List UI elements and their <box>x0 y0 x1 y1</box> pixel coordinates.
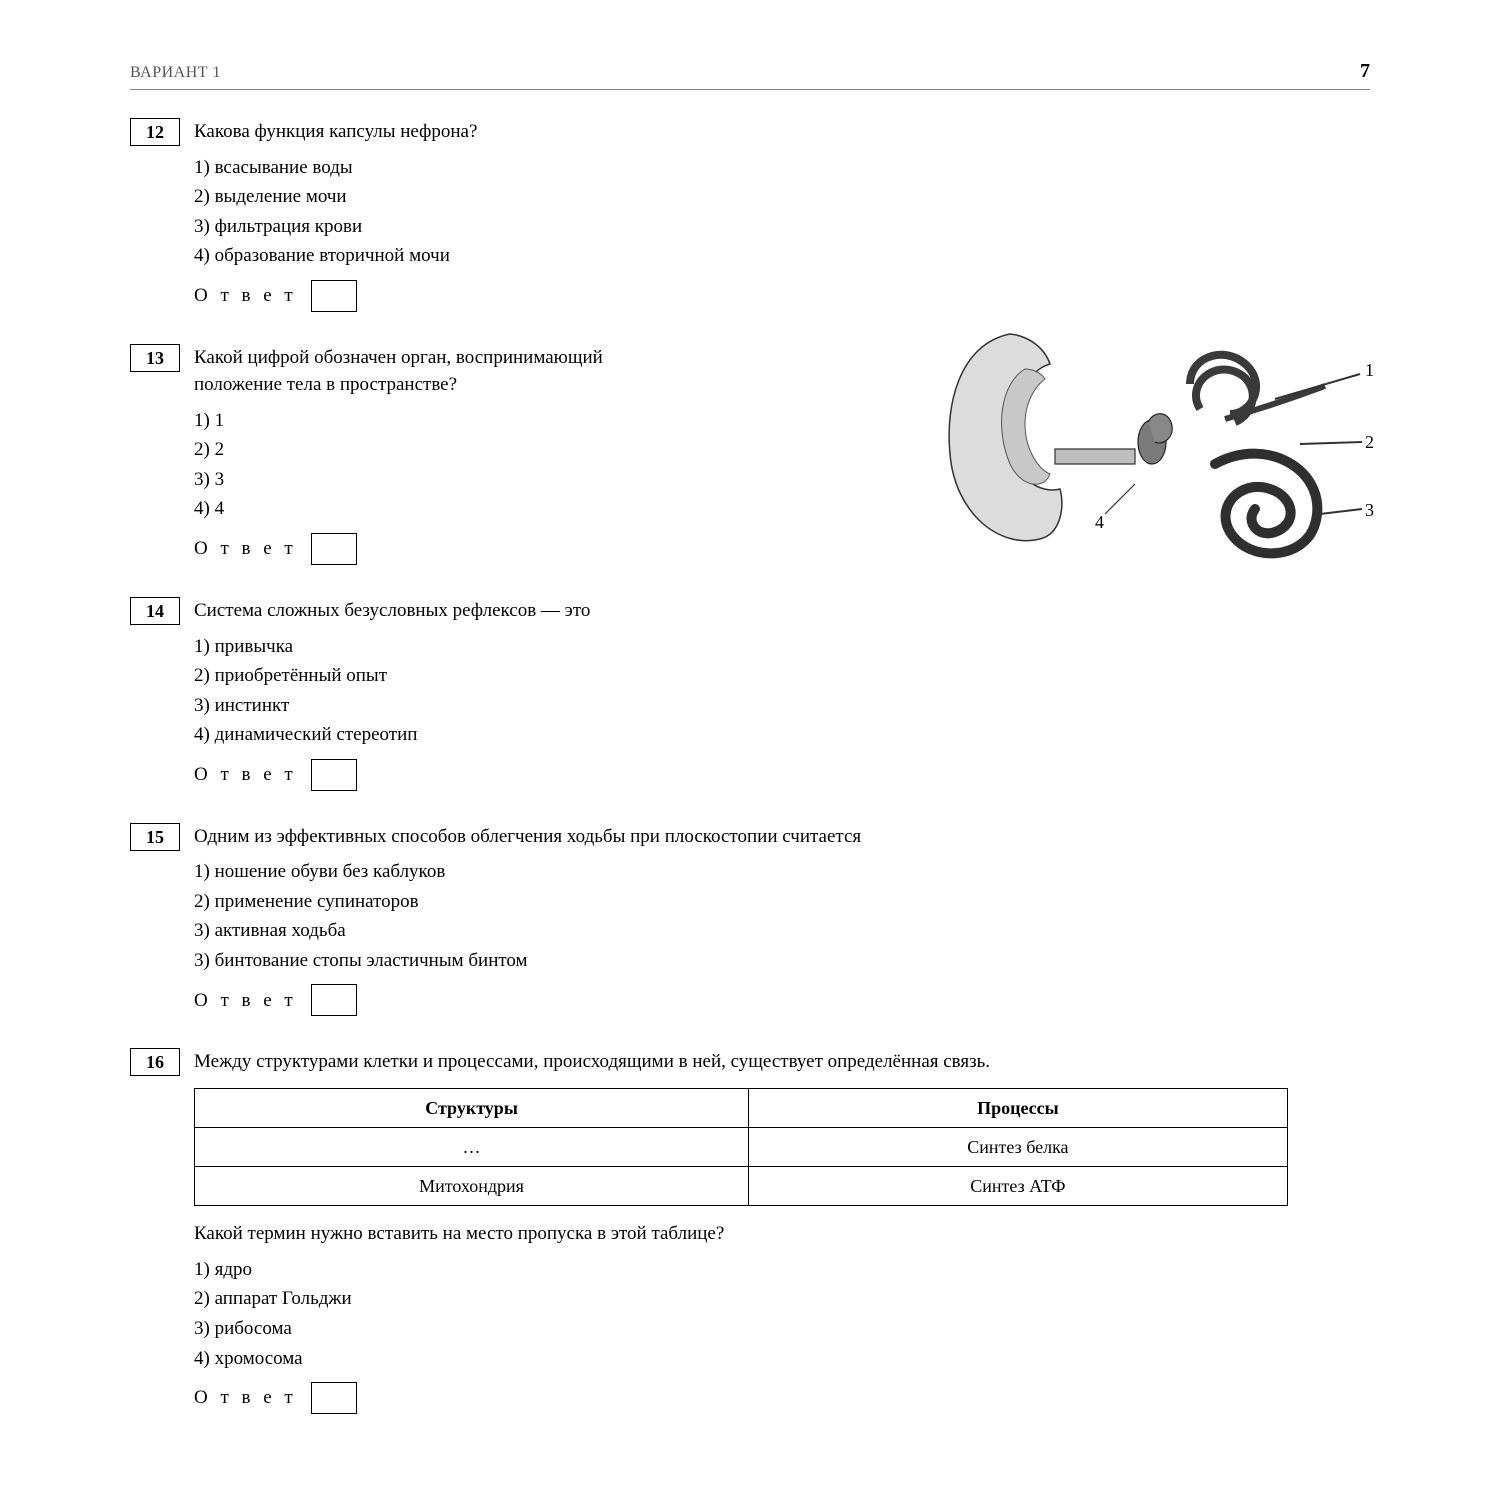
question-stem: Система сложных безусловных рефлексов — … <box>194 597 1370 625</box>
answer-input-box[interactable] <box>311 984 357 1016</box>
question-12: 12 Какова функция капсулы нефрона? 1) вс… <box>130 118 1370 312</box>
question-stem: Между структурами клетки и процессами, п… <box>194 1048 1370 1076</box>
answer-label: О т в е т <box>194 761 297 789</box>
question-stem: Одним из эффективных способов облегчения… <box>194 823 1370 851</box>
structure-table: Структуры Процессы … Синтез белка Митохо… <box>194 1088 1288 1206</box>
options-list: 1) ядро 2) аппарат Гольджи 3) рибосома 4… <box>194 1256 1370 1372</box>
variant-label: ВАРИАНТ 1 <box>130 64 221 82</box>
question-15: 15 Одним из эффективных способов облегче… <box>130 823 1370 1017</box>
option: 4) хромосома <box>194 1345 1370 1373</box>
table-header: Процессы <box>749 1089 1288 1128</box>
options-list: 1) ношение обуви без каблуков 2) примене… <box>194 858 1370 974</box>
option: 3) рибосома <box>194 1315 1370 1343</box>
answer-row: О т в е т <box>194 533 654 565</box>
option: 1) 1 <box>194 407 654 435</box>
option: 3) фильтрация крови <box>194 213 1370 241</box>
option: 3) активная ходьба <box>194 917 1370 945</box>
options-list: 1) 1 2) 2 3) 3 4) 4 <box>194 407 654 523</box>
question-16: 16 Между структурами клетки и процессами… <box>130 1048 1370 1414</box>
answer-input-box[interactable] <box>311 759 357 791</box>
figure-label-3: 3 <box>1365 500 1374 521</box>
option: 2) приобретённый опыт <box>194 662 1370 690</box>
option: 4) динамический стереотип <box>194 721 1370 749</box>
page: ВАРИАНТ 1 7 12 Какова функция капсулы не… <box>0 0 1500 1500</box>
option: 3) 3 <box>194 466 654 494</box>
question-14: 14 Система сложных безусловных рефлексов… <box>130 597 1370 791</box>
ear-diagram: 1 2 3 4 <box>930 314 1370 564</box>
question-number-box: 15 <box>130 823 180 851</box>
table-cell: Митохондрия <box>195 1167 749 1206</box>
option: 1) всасывание воды <box>194 154 1370 182</box>
answer-input-box[interactable] <box>311 533 357 565</box>
answer-row: О т в е т <box>194 280 1370 312</box>
answer-row: О т в е т <box>194 984 1370 1016</box>
answer-label: О т в е т <box>194 535 297 563</box>
question-body: Система сложных безусловных рефлексов — … <box>194 597 1370 791</box>
sub-question: Какой термин нужно вставить на место про… <box>194 1220 1370 1248</box>
figure-label-4: 4 <box>1095 512 1104 533</box>
question-body: Какой цифрой обозначен орган, воспринима… <box>194 344 654 565</box>
question-stem: Какой цифрой обозначен орган, воспринима… <box>194 344 654 399</box>
answer-input-box[interactable] <box>311 280 357 312</box>
option: 2) выделение мочи <box>194 183 1370 211</box>
figure-label-2: 2 <box>1365 432 1374 453</box>
answer-row: О т в е т <box>194 759 1370 791</box>
options-list: 1) привычка 2) приобретённый опыт 3) инс… <box>194 633 1370 749</box>
option: 2) применение супинаторов <box>194 888 1370 916</box>
page-number: 7 <box>1360 60 1370 83</box>
answer-label: О т в е т <box>194 282 297 310</box>
options-list: 1) всасывание воды 2) выделение мочи 3) … <box>194 154 1370 270</box>
option: 2) 2 <box>194 436 654 464</box>
figure-label-1: 1 <box>1365 360 1374 381</box>
table-cell: Синтез АТФ <box>749 1167 1288 1206</box>
option: 4) 4 <box>194 495 654 523</box>
option: 1) ношение обуви без каблуков <box>194 858 1370 886</box>
question-body: Одним из эффективных способов облегчения… <box>194 823 1370 1017</box>
question-13: 13 Какой цифрой обозначен орган, восприн… <box>130 344 1370 565</box>
question-number-box: 14 <box>130 597 180 625</box>
answer-label: О т в е т <box>194 987 297 1015</box>
question-stem: Какова функция капсулы нефрона? <box>194 118 1370 146</box>
page-header: ВАРИАНТ 1 7 <box>130 60 1370 90</box>
option: 1) ядро <box>194 1256 1370 1284</box>
table-header: Структуры <box>195 1089 749 1128</box>
question-number-box: 16 <box>130 1048 180 1076</box>
option: 3) инстинкт <box>194 692 1370 720</box>
question-number-box: 12 <box>130 118 180 146</box>
answer-label: О т в е т <box>194 1384 297 1412</box>
table-cell: … <box>195 1128 749 1167</box>
option: 3) бинтование стопы эластичным бинтом <box>194 947 1370 975</box>
question-body: Между структурами клетки и процессами, п… <box>194 1048 1370 1414</box>
option: 2) аппарат Гольджи <box>194 1285 1370 1313</box>
question-number-box: 13 <box>130 344 180 372</box>
answer-input-box[interactable] <box>311 1382 357 1414</box>
answer-row: О т в е т <box>194 1382 1370 1414</box>
option: 1) привычка <box>194 633 1370 661</box>
question-body: Какова функция капсулы нефрона? 1) всасы… <box>194 118 1370 312</box>
option: 4) образование вторичной мочи <box>194 242 1370 270</box>
table-cell: Синтез белка <box>749 1128 1288 1167</box>
